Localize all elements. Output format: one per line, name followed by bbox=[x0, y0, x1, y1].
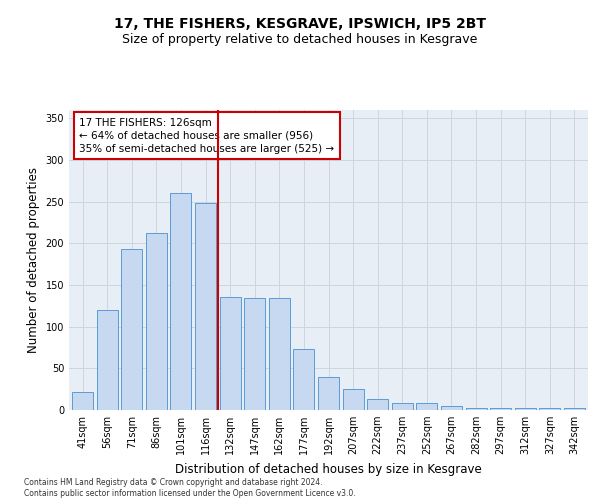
Bar bbox=[72, 392, 93, 410]
Bar bbox=[416, 404, 437, 410]
Bar bbox=[343, 389, 364, 410]
Bar bbox=[220, 296, 241, 410]
Bar bbox=[293, 349, 314, 410]
Bar bbox=[367, 399, 388, 410]
Bar bbox=[466, 408, 487, 410]
Bar bbox=[146, 232, 167, 410]
Bar bbox=[269, 298, 290, 410]
X-axis label: Distribution of detached houses by size in Kesgrave: Distribution of detached houses by size … bbox=[175, 462, 482, 475]
Bar bbox=[121, 249, 142, 410]
Bar bbox=[564, 408, 585, 410]
Bar bbox=[318, 376, 339, 410]
Bar bbox=[515, 408, 536, 410]
Y-axis label: Number of detached properties: Number of detached properties bbox=[27, 167, 40, 353]
Bar bbox=[170, 194, 191, 410]
Bar bbox=[392, 404, 413, 410]
Bar bbox=[97, 310, 118, 410]
Bar bbox=[195, 204, 216, 410]
Text: 17, THE FISHERS, KESGRAVE, IPSWICH, IP5 2BT: 17, THE FISHERS, KESGRAVE, IPSWICH, IP5 … bbox=[114, 18, 486, 32]
Bar bbox=[441, 406, 462, 410]
Bar bbox=[244, 298, 265, 410]
Text: Contains HM Land Registry data © Crown copyright and database right 2024.
Contai: Contains HM Land Registry data © Crown c… bbox=[24, 478, 356, 498]
Text: 17 THE FISHERS: 126sqm
← 64% of detached houses are smaller (956)
35% of semi-de: 17 THE FISHERS: 126sqm ← 64% of detached… bbox=[79, 118, 335, 154]
Bar bbox=[539, 408, 560, 410]
Bar bbox=[490, 408, 511, 410]
Text: Size of property relative to detached houses in Kesgrave: Size of property relative to detached ho… bbox=[122, 32, 478, 46]
